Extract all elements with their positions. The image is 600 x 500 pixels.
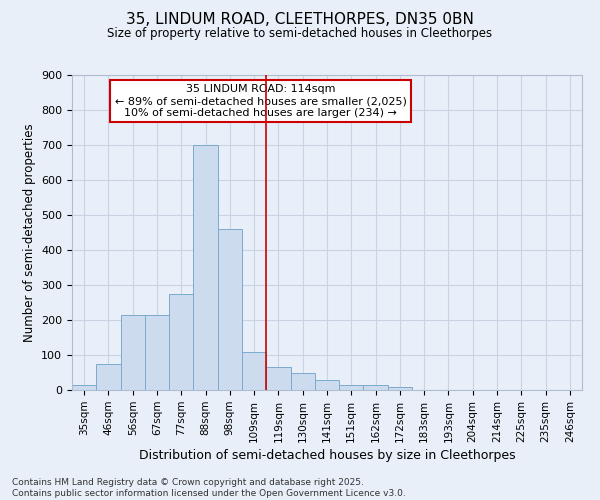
Bar xyxy=(339,385,364,390)
Bar xyxy=(364,385,388,390)
Bar xyxy=(96,364,121,390)
Bar xyxy=(315,380,339,390)
Bar xyxy=(145,315,169,390)
Bar xyxy=(218,229,242,390)
Bar xyxy=(193,145,218,390)
X-axis label: Distribution of semi-detached houses by size in Cleethorpes: Distribution of semi-detached houses by … xyxy=(139,449,515,462)
Bar xyxy=(72,385,96,390)
Bar xyxy=(266,367,290,390)
Bar xyxy=(169,294,193,390)
Text: 35, LINDUM ROAD, CLEETHORPES, DN35 0BN: 35, LINDUM ROAD, CLEETHORPES, DN35 0BN xyxy=(126,12,474,28)
Text: 35 LINDUM ROAD: 114sqm
← 89% of semi-detached houses are smaller (2,025)
10% of : 35 LINDUM ROAD: 114sqm ← 89% of semi-det… xyxy=(115,84,407,117)
Bar xyxy=(388,386,412,390)
Y-axis label: Number of semi-detached properties: Number of semi-detached properties xyxy=(23,123,35,342)
Text: Contains HM Land Registry data © Crown copyright and database right 2025.
Contai: Contains HM Land Registry data © Crown c… xyxy=(12,478,406,498)
Bar xyxy=(290,372,315,390)
Text: Size of property relative to semi-detached houses in Cleethorpes: Size of property relative to semi-detach… xyxy=(107,28,493,40)
Bar xyxy=(121,315,145,390)
Bar xyxy=(242,352,266,390)
